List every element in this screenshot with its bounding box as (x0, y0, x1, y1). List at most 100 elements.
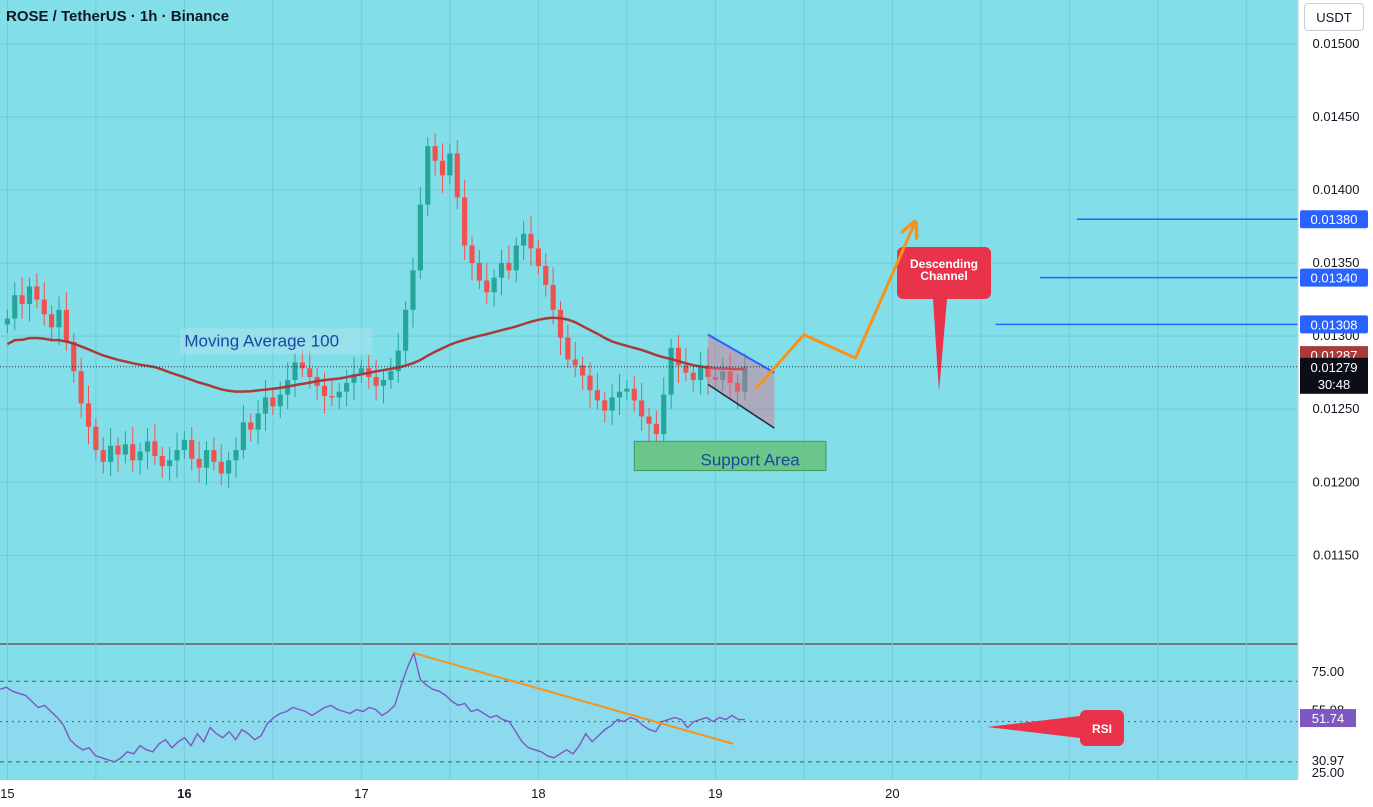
candle-body (410, 270, 416, 310)
x-tick-label: 18 (531, 786, 545, 801)
candle-body (321, 385, 328, 397)
candle-body (469, 245, 475, 264)
candle-body (616, 391, 623, 398)
rsi-value-label: 51.74 (1312, 711, 1345, 726)
candle-body (602, 400, 608, 411)
moving-average-label-bg (180, 328, 373, 355)
price-pane-background (0, 0, 1298, 643)
target-price-label-bg (1300, 268, 1368, 287)
x-tick-label: 15 (0, 786, 14, 801)
candle-body (49, 314, 55, 328)
candle-body (550, 284, 556, 310)
candle-body (462, 197, 468, 246)
candle-body (403, 309, 409, 351)
candle-body (506, 263, 512, 271)
y-tick-label: 0.01500 (1313, 36, 1360, 51)
x-tick-label: 16 (177, 786, 191, 801)
candle-body (144, 441, 151, 452)
candle-body (167, 460, 173, 467)
rsi-value-label-bg (1300, 709, 1356, 728)
candle-body (130, 444, 136, 461)
candle-body (181, 439, 187, 451)
candle-body (683, 365, 689, 373)
candle-body (196, 458, 202, 468)
candle-body (329, 396, 335, 398)
candle-body (535, 248, 541, 266)
candle-body (270, 397, 276, 407)
support-area-box (633, 440, 827, 472)
candle-body (668, 347, 674, 395)
descending-channel-pointer (933, 299, 947, 392)
candle-body (705, 365, 711, 378)
candle-body (454, 153, 460, 198)
candle-body (277, 394, 283, 407)
candle-body (653, 423, 659, 435)
candle-body (226, 460, 232, 474)
candle-body (572, 359, 578, 366)
candle-body (432, 146, 438, 161)
candle-body (491, 277, 497, 293)
candle-body (137, 451, 143, 461)
projection-path (754, 224, 915, 390)
candle-body (720, 371, 726, 380)
candle-body (351, 374, 357, 383)
candle-countdown-label: 30:48 (1318, 377, 1351, 392)
candle-body (609, 397, 615, 411)
target-price-label-bg (1300, 210, 1368, 229)
candle-body (152, 441, 158, 456)
time-axis-background (0, 780, 1298, 807)
moving-average-line (6, 316, 745, 393)
candle-body (299, 362, 305, 369)
candle-body (159, 455, 165, 467)
candle-body (498, 263, 505, 278)
candle-body (233, 450, 239, 461)
candle-body (93, 426, 99, 451)
candle-body (587, 375, 593, 391)
rsi-y-tick-label: 25.00 (1312, 765, 1345, 780)
candle-body (248, 422, 254, 430)
candle-body (513, 245, 519, 271)
descending-channel-lower-line (707, 383, 775, 429)
candle-body (344, 382, 350, 392)
candle-body (100, 450, 106, 462)
chart-title: ROSE / TetherUS · 1h · Binance (6, 8, 230, 25)
descending-channel-fill (708, 334, 775, 429)
candle-body (122, 444, 128, 455)
candle-body (690, 372, 696, 380)
x-tick-label: 17 (354, 786, 368, 801)
candle-body (189, 439, 195, 459)
y-tick-label: 0.01200 (1313, 474, 1360, 489)
candle-body (425, 146, 431, 205)
candle-body (675, 347, 682, 366)
target-price-label: 0.01340 (1311, 271, 1358, 286)
rsi-y-tick-label: 30.97 (1312, 753, 1345, 768)
candle-body (307, 368, 313, 378)
descending-channel-callout-box (897, 247, 991, 299)
candle-body (521, 233, 527, 246)
candle-body (240, 422, 246, 451)
candle-body (557, 309, 564, 338)
candle-body (543, 265, 549, 285)
candle-body (262, 397, 269, 414)
candle-body (661, 394, 667, 435)
candle-body (19, 295, 25, 304)
candle-body (631, 388, 637, 401)
candle-body (71, 341, 77, 372)
candle-body (78, 371, 84, 404)
candle-body (624, 388, 630, 392)
candle-body (358, 368, 364, 375)
y-tick-label: 0.01350 (1313, 255, 1360, 270)
rsi-tag-pointer (987, 716, 1080, 738)
candle-body (63, 309, 69, 342)
candle-body (174, 450, 180, 461)
rsi-tag-label: RSI (1092, 722, 1112, 736)
candle-body (484, 280, 490, 293)
candle-body (26, 286, 33, 304)
candle-body (698, 365, 704, 380)
y-tick-label: 0.01400 (1313, 182, 1360, 197)
currency-button[interactable]: USDT (1304, 3, 1364, 31)
candle-body (439, 160, 446, 176)
candle-body (417, 204, 423, 271)
